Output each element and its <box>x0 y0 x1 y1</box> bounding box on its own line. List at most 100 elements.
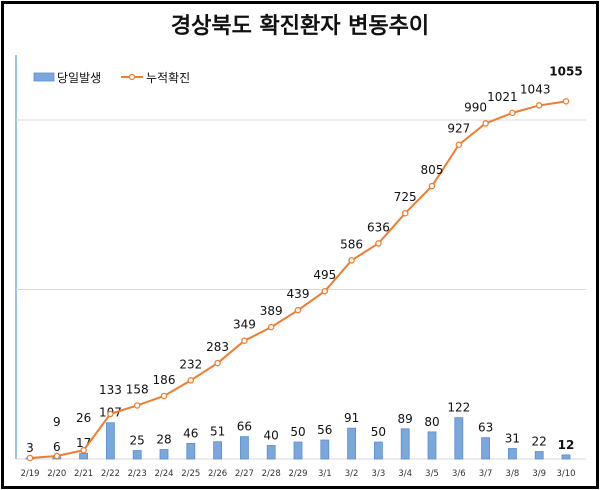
line-point-3/3 <box>375 240 382 247</box>
line-label-2/26: 283 <box>206 340 229 354</box>
line-point-2/21 <box>80 446 87 454</box>
line-label-2/24: 186 <box>153 373 176 387</box>
bar-2/24 <box>159 449 169 460</box>
bar-label-2/27: 66 <box>237 420 252 434</box>
bar-label-2/23: 25 <box>130 434 145 448</box>
bar-3/3 <box>373 441 383 460</box>
bar-label-3/5: 80 <box>424 415 439 429</box>
legend-line-marker <box>128 73 136 81</box>
bar-3/4 <box>400 428 410 460</box>
bar-label-2/20: 6 <box>53 440 61 454</box>
line-point-2/28 <box>267 323 275 331</box>
x-tick-label: 2/20 <box>47 469 66 479</box>
x-tick-label: 2/19 <box>20 469 39 479</box>
line-label-3/3: 636 <box>367 220 390 234</box>
bar-2/25 <box>186 443 196 460</box>
line-label-3/10: 1055 <box>549 64 582 78</box>
x-tick-label: 3/5 <box>425 469 439 479</box>
line-point-2/23 <box>133 402 141 409</box>
x-tick-label: 2/26 <box>208 469 227 479</box>
x-tick-label: 3/9 <box>532 469 546 479</box>
bar-3/2 <box>347 427 357 460</box>
bar-label-2/19: 3 <box>26 441 34 455</box>
line-point-3/6 <box>455 141 463 148</box>
line-label-2/27: 349 <box>233 318 256 332</box>
bar-label-3/3: 50 <box>371 425 386 439</box>
line-point-3/1 <box>321 287 329 295</box>
bar-label-3/7: 63 <box>478 421 493 435</box>
bar-2/21 <box>79 452 88 460</box>
x-tick-label: 3/8 <box>506 469 520 479</box>
line-point-3/9 <box>535 102 543 109</box>
line-label-3/2: 586 <box>340 237 363 251</box>
line-point-3/4 <box>401 209 409 217</box>
line-point-3/7 <box>482 120 489 127</box>
x-tick-label: 2/29 <box>288 469 307 479</box>
bar-3/10 <box>561 454 571 460</box>
x-tick-label: 2/25 <box>181 469 200 479</box>
x-tick-label: 3/3 <box>372 469 386 479</box>
bar-3/1 <box>320 439 330 460</box>
line-label-2/23: 158 <box>126 382 149 396</box>
x-tick-label: 2/22 <box>101 469 120 479</box>
line-point-2/25 <box>187 377 195 384</box>
x-tick-label: 2/24 <box>154 469 173 479</box>
line-point-2/27 <box>241 337 248 344</box>
line-point-3/2 <box>348 257 355 264</box>
line-label-3/9: 1043 <box>520 82 551 96</box>
line-point-2/29 <box>294 306 302 314</box>
x-tick-label: 2/28 <box>262 469 281 479</box>
bar-3/9 <box>534 451 544 460</box>
line-label-2/25: 232 <box>179 357 202 371</box>
line-label-3/1: 495 <box>313 268 336 282</box>
bar-3/7 <box>481 437 491 460</box>
line-label-2/29: 439 <box>287 287 310 301</box>
line-point-3/10 <box>562 98 570 105</box>
line-point-2/19 <box>26 454 34 462</box>
x-tick-label: 3/6 <box>452 469 466 479</box>
line-label-3/4: 725 <box>394 190 417 204</box>
x-tick-label: 2/23 <box>128 469 147 479</box>
line-label-3/8: 1021 <box>487 90 518 104</box>
line-point-3/8 <box>509 109 516 117</box>
line-point-2/26 <box>214 359 221 367</box>
bar-label-2/28: 40 <box>264 428 279 442</box>
chart-title: 경상북도 확진환자 변동추이 <box>170 14 430 39</box>
bar-2/23 <box>132 450 142 460</box>
bar-2/27 <box>239 436 249 460</box>
bar-label-3/1: 56 <box>317 423 332 437</box>
bar-2/22 <box>106 422 115 460</box>
line-point-2/20 <box>53 452 61 460</box>
bar-3/6 <box>454 417 464 460</box>
bar-label-3/2: 91 <box>344 411 359 425</box>
bar-label-3/8: 31 <box>505 431 520 445</box>
bar-3/8 <box>507 448 517 460</box>
legend-bar-swatch <box>33 72 55 82</box>
line-label-3/5: 805 <box>421 163 444 177</box>
bar-label-2/29: 50 <box>290 425 305 439</box>
line-point-3/5 <box>428 182 436 190</box>
bar-2/29 <box>293 441 303 460</box>
bar-label-3/6: 122 <box>447 401 470 415</box>
x-tick-label: 3/7 <box>479 469 493 479</box>
x-tick-label: 3/2 <box>345 469 359 479</box>
bar-2/28 <box>266 445 276 460</box>
x-tick-label: 2/27 <box>235 469 254 479</box>
cumulative-line <box>29 100 567 459</box>
bar-label-3/9: 22 <box>532 435 547 449</box>
legend-label-daily: 당일발생 <box>57 71 101 85</box>
bar-label-2/25: 46 <box>183 426 198 440</box>
line-label-3/6: 927 <box>447 122 470 136</box>
line-point-2/22 <box>107 410 114 418</box>
bar-3/5 <box>427 431 437 460</box>
bar-label-2/24: 28 <box>156 433 171 447</box>
bar-label-2/26: 51 <box>210 425 225 439</box>
line-label-2/28: 389 <box>260 304 283 318</box>
bar-label-2/21: 17 <box>76 436 91 450</box>
line-label-2/22: 133 <box>99 383 122 397</box>
line-point-2/24 <box>160 392 168 400</box>
line-label-2/20: 9 <box>53 415 61 429</box>
line-label-3/7: 990 <box>464 100 487 114</box>
